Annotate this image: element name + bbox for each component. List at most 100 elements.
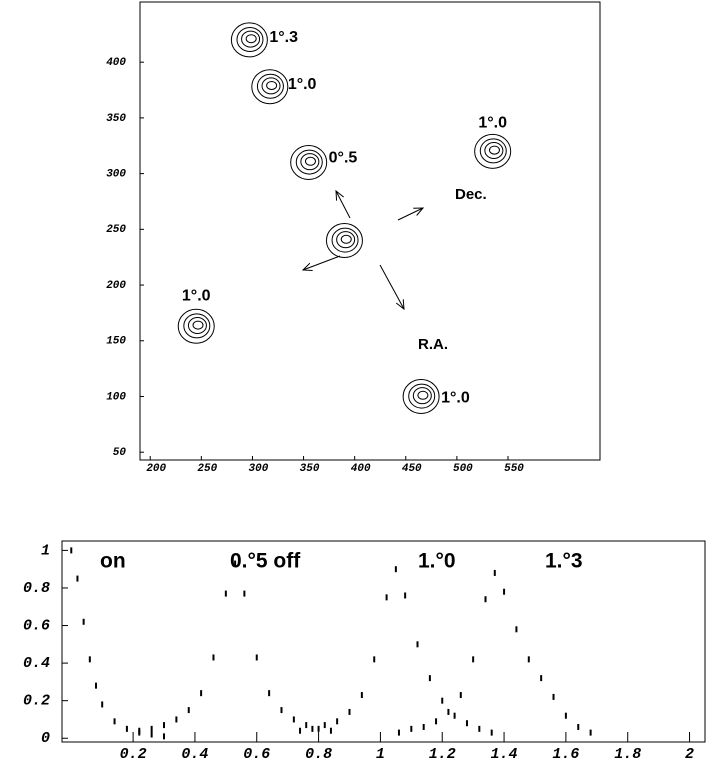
contour-ring: [408, 383, 436, 409]
point: [416, 641, 419, 648]
x-tick-label: 200: [146, 463, 166, 475]
y-tick-label: 0.2: [23, 693, 50, 710]
x-tick-label: 0.8: [305, 746, 332, 763]
point: [453, 712, 456, 719]
point: [95, 682, 98, 689]
point: [515, 626, 518, 633]
y-tick-label: 50: [113, 447, 127, 459]
x-tick-label: 400: [351, 463, 371, 475]
contour-ring: [474, 133, 512, 169]
x-tick-label: 350: [300, 463, 320, 475]
y-tick-label: 400: [106, 57, 126, 69]
y-tick-label: 250: [106, 224, 126, 236]
series-label: 1.°3: [545, 550, 583, 573]
contour-ring: [304, 156, 316, 166]
point: [503, 588, 506, 595]
point: [329, 727, 332, 734]
point: [564, 712, 567, 719]
contour-ring: [187, 316, 207, 334]
contour-ring: [256, 73, 284, 99]
contour-ring: [417, 390, 429, 400]
series-label: 1.°0: [418, 550, 456, 573]
contour-ring: [177, 308, 215, 344]
x-tick-label: 1.6: [552, 746, 579, 763]
contour-ring: [484, 142, 504, 160]
direction-arrows: [303, 191, 423, 309]
y-tick-label: 0.6: [23, 618, 50, 635]
point: [150, 725, 153, 732]
point: [323, 722, 326, 729]
point: [187, 707, 190, 714]
point: [404, 592, 407, 599]
x-tick-label: 250: [197, 463, 217, 475]
contour-ring: [261, 77, 281, 95]
point: [113, 718, 116, 725]
contour-ring: [251, 69, 289, 105]
point: [493, 569, 496, 576]
x-tick-label: 1: [376, 746, 385, 763]
point: [348, 708, 351, 715]
contour-ring: [183, 313, 211, 339]
point: [268, 690, 271, 697]
x-tick-label: 1.4: [491, 746, 518, 763]
point: [243, 590, 246, 597]
arrow: [303, 255, 341, 270]
x-tick-label: 0.6: [243, 746, 270, 763]
point: [484, 596, 487, 603]
contour-ring: [295, 149, 323, 175]
y-tick-label: 100: [106, 391, 126, 403]
point: [428, 675, 431, 682]
point: [175, 716, 178, 723]
source-label: 1°.0: [478, 115, 507, 132]
point: [311, 725, 314, 732]
contour-ring: [488, 145, 500, 155]
point: [490, 729, 493, 736]
point: [552, 693, 555, 700]
point: [410, 725, 413, 732]
x-tick-label: 0.4: [181, 746, 208, 763]
annotation: Dec.: [455, 186, 487, 203]
point: [360, 692, 363, 699]
point: [435, 718, 438, 725]
bottom-frame: [61, 540, 706, 743]
point: [394, 566, 397, 573]
contour-ring: [266, 80, 278, 90]
arrow: [336, 191, 351, 219]
y-tick-label: 300: [106, 169, 126, 181]
point: [163, 733, 166, 740]
y-tick-label: 0.4: [23, 655, 50, 672]
x-tick-label: 0.2: [120, 746, 147, 763]
point: [459, 692, 462, 699]
point: [255, 654, 258, 661]
contour-ring: [325, 222, 363, 258]
contour-ring: [300, 153, 320, 171]
point: [336, 718, 339, 725]
source-label: 1°.0: [441, 390, 470, 407]
series-label: on: [100, 550, 126, 573]
annotation: R.A.: [418, 336, 448, 353]
point: [76, 575, 79, 582]
contour-ring: [412, 387, 432, 405]
point: [441, 697, 444, 704]
point: [540, 675, 543, 682]
source-label: 1°.3: [269, 29, 298, 46]
point: [422, 723, 425, 730]
contour-ring: [230, 22, 268, 58]
arrow: [379, 264, 404, 309]
y-tick-label: 200: [106, 280, 126, 292]
point: [589, 729, 592, 736]
y-tick-label: 0.8: [23, 580, 50, 597]
point: [212, 654, 215, 661]
contour-ring: [340, 234, 352, 244]
x-tick-label: 1.8: [614, 746, 641, 763]
point: [385, 594, 388, 601]
point: [373, 656, 376, 663]
source-label: 1°.0: [182, 287, 211, 304]
point: [292, 716, 295, 723]
point: [125, 725, 128, 732]
point: [234, 560, 237, 567]
point: [82, 618, 85, 625]
series-label: 0.°5 off: [230, 550, 301, 573]
contour-ring: [479, 138, 507, 164]
